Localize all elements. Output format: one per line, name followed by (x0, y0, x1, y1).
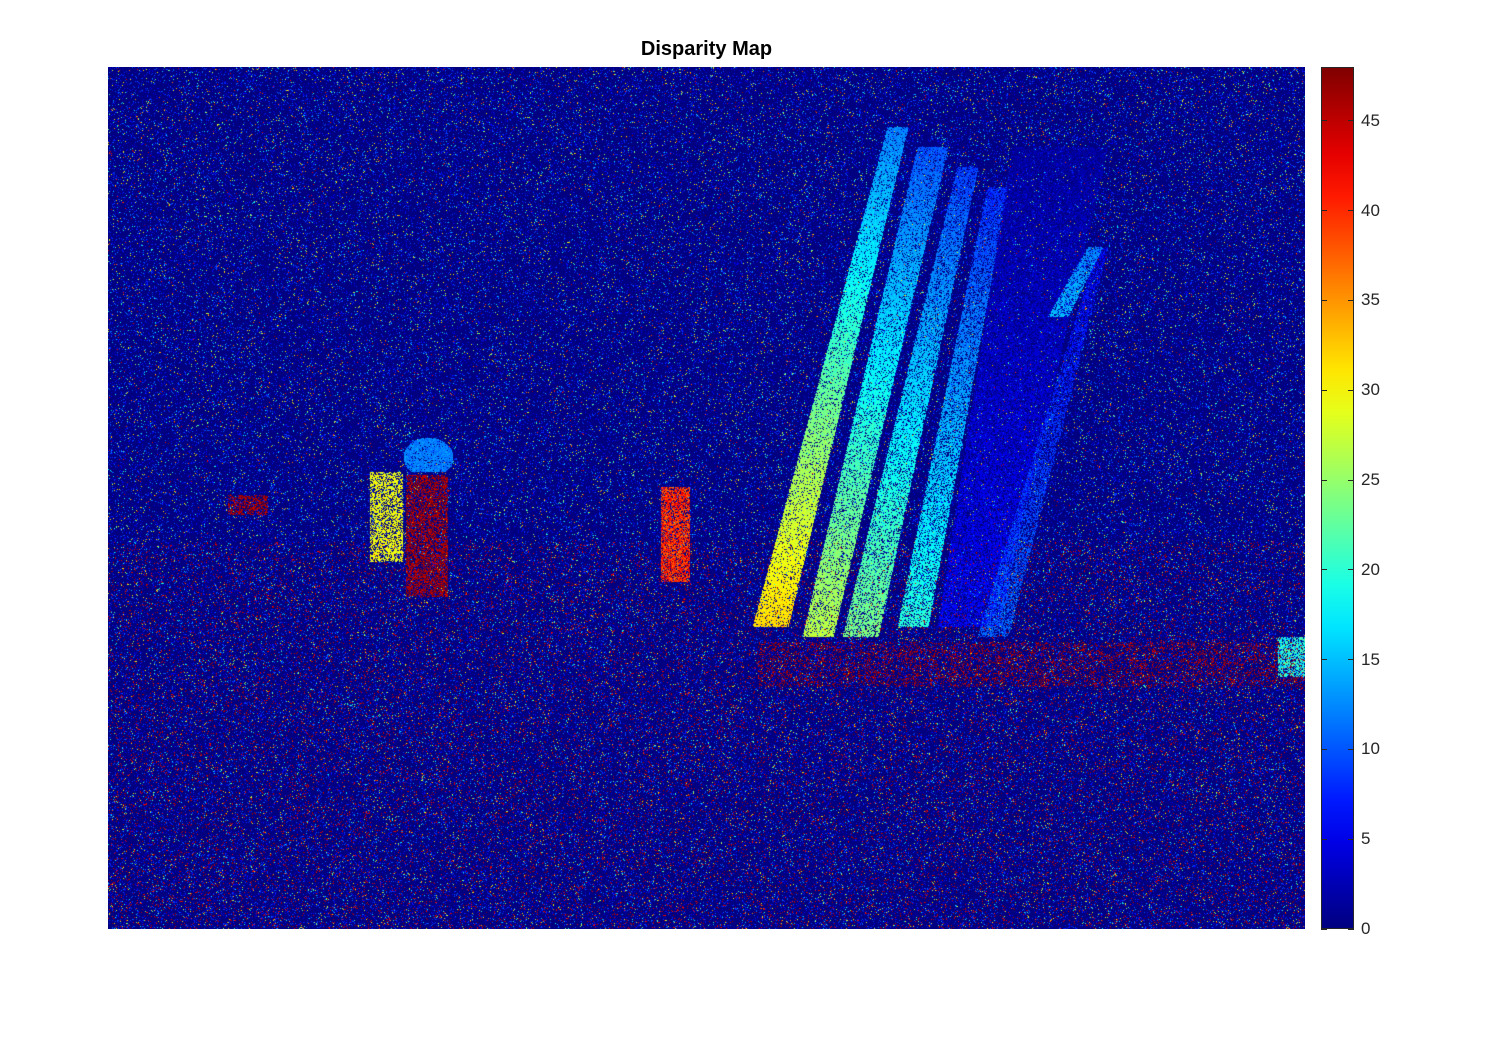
colorbar-tick (1348, 210, 1354, 212)
colorbar-tick (1348, 928, 1354, 930)
colorbar-tick (1321, 659, 1327, 661)
disparity-image (108, 67, 1305, 929)
colorbar-tick-label: 40 (1361, 200, 1380, 220)
colorbar-tick-label: 20 (1361, 559, 1380, 579)
colorbar-tick (1348, 659, 1354, 661)
colorbar-tick (1321, 928, 1327, 930)
colorbar-ticks: 0 5 10 15 20 25 30 35 40 45 (1321, 67, 1441, 938)
colorbar-tick-label: 30 (1361, 380, 1380, 400)
colorbar-tick (1348, 389, 1354, 391)
colorbar-tick-label: 5 (1361, 829, 1371, 849)
colorbar-tick (1348, 569, 1354, 571)
disparity-heatmap (108, 67, 1305, 929)
colorbar-tick-label: 10 (1361, 739, 1380, 759)
colorbar-tick-label: 35 (1361, 290, 1380, 310)
colorbar-tick-label: 15 (1361, 649, 1380, 669)
colorbar-tick (1321, 210, 1327, 212)
colorbar-tick (1321, 569, 1327, 571)
colorbar-tick (1348, 299, 1354, 301)
colorbar-tick (1321, 299, 1327, 301)
colorbar-tick (1348, 479, 1354, 481)
chart-title: Disparity Map (640, 38, 773, 60)
colorbar-tick (1348, 120, 1354, 122)
colorbar-tick (1321, 479, 1327, 481)
colorbar-tick (1348, 748, 1354, 750)
colorbar-tick (1348, 838, 1354, 840)
colorbar-tick-label: 25 (1361, 470, 1380, 490)
colorbar-tick (1321, 838, 1327, 840)
colorbar-tick-label: 45 (1361, 110, 1380, 130)
colorbar-tick (1321, 748, 1327, 750)
colorbar-tick (1321, 120, 1327, 122)
colorbar-tick (1321, 389, 1327, 391)
colorbar-tick-label: 0 (1361, 919, 1371, 938)
